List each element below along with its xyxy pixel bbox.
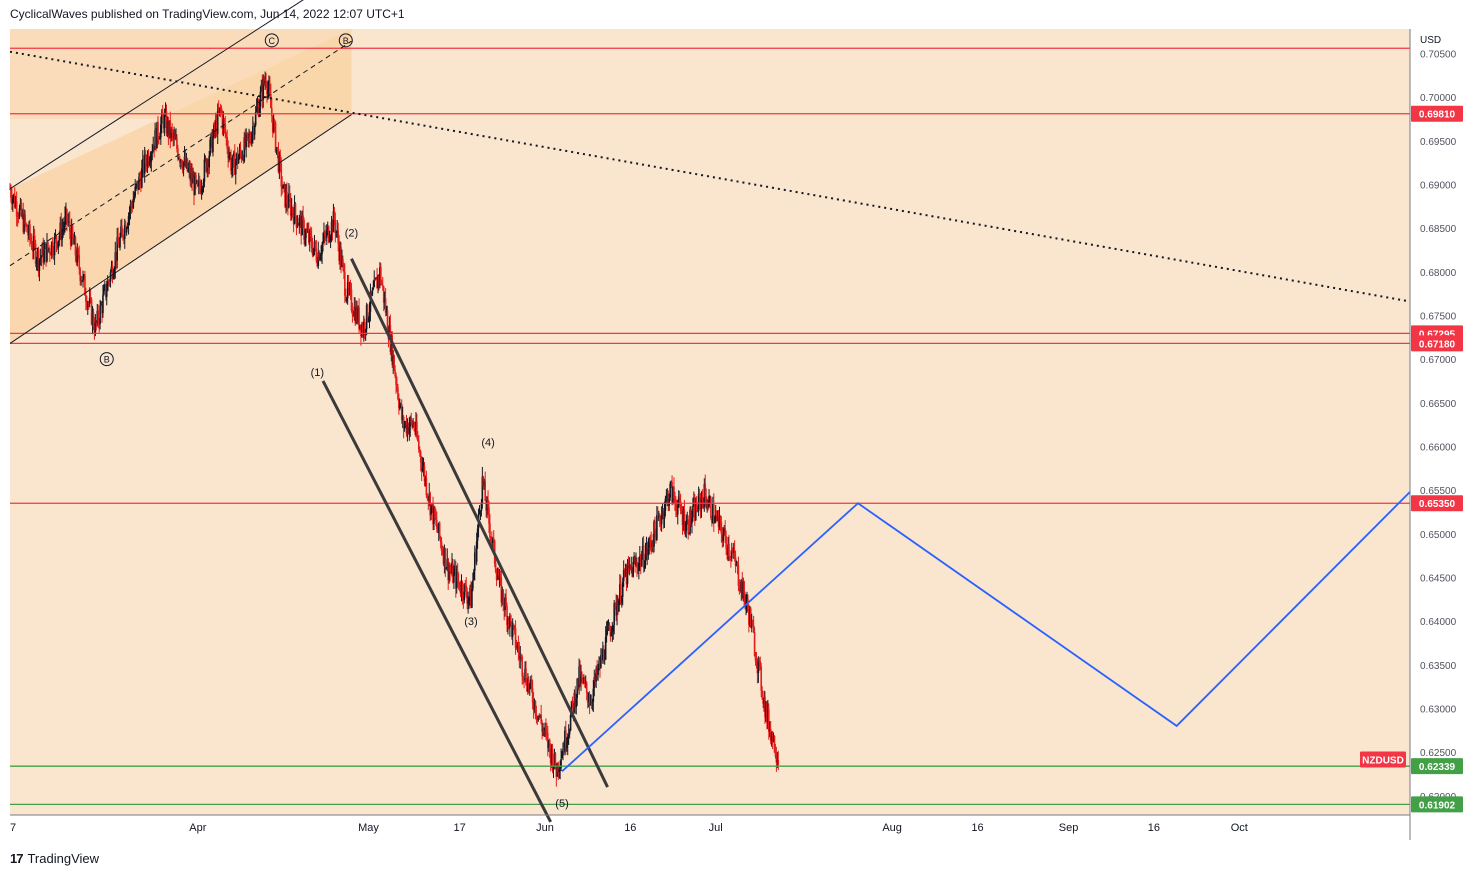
tradingview-footer[interactable]: 17 TradingView (10, 851, 99, 866)
price-tick-label: 0.63000 (1420, 704, 1457, 715)
price-axis[interactable]: 0.70500 0.70000 0.69500 0.69000 0.68500 0.680… (1420, 49, 1457, 802)
falling-channel-lower[interactable] (321, 380, 552, 823)
channel-body-shade (10, 29, 352, 344)
price-tick-label: 0.66000 (1420, 442, 1457, 453)
price-tag-bg (1411, 758, 1463, 775)
price-tag-bg (1411, 335, 1463, 352)
price-tag-label: 0.69810 (1419, 110, 1456, 121)
symbol-tag-label: NZDUSD (1362, 755, 1404, 766)
wave-label-circle (99, 352, 114, 367)
rising-channel-shade (10, 29, 352, 344)
price-tick-label: 0.69000 (1420, 180, 1457, 191)
falling-channel-upper[interactable] (350, 258, 609, 788)
wave-label: B (343, 36, 349, 46)
wave-label: (1) (311, 367, 324, 379)
price-tag-label: 0.61902 (1419, 800, 1456, 811)
time-tick-label: Aug (882, 822, 902, 834)
price-tick-label: 0.64500 (1420, 573, 1457, 584)
rising-channel-lower[interactable] (9, 114, 352, 344)
price-tick-label: 0.62500 (1420, 748, 1457, 759)
time-tick-label: 16 (1148, 822, 1160, 834)
time-tick-label: 16 (624, 822, 636, 834)
wave-label-circle (338, 33, 353, 48)
price-tag-bg (1411, 105, 1463, 122)
candles (9, 71, 780, 787)
wave-label: B (104, 355, 110, 365)
price-tick-label: 0.70500 (1420, 49, 1457, 60)
price-tick-label: 0.64000 (1420, 617, 1457, 628)
price-tag-label: 0.67180 (1419, 339, 1456, 350)
price-tick-label: 0.63500 (1420, 661, 1457, 672)
wave-label: (2) (345, 227, 358, 239)
price-tick-label: 0.70000 (1420, 93, 1457, 104)
tradingview-logo-icon: 17 (10, 851, 24, 866)
currency-label: USD (1420, 35, 1441, 46)
price-tag-label: 0.62339 (1419, 762, 1456, 773)
time-tick-label: 7 (10, 822, 16, 834)
price-tick-label: 0.67500 (1420, 311, 1457, 322)
wave-label: (5) (555, 798, 568, 810)
tradingview-brand: TradingView (27, 851, 100, 866)
projection-zigzag-line[interactable] (561, 491, 1411, 773)
price-tick-label: 0.65500 (1420, 486, 1457, 497)
price-tick-label: 0.69500 (1420, 137, 1457, 148)
time-tick-label: Jul (709, 822, 723, 834)
wave-label: (4) (481, 437, 494, 449)
time-tick-label: 16 (971, 822, 983, 834)
price-tag-bg (1411, 495, 1463, 512)
price-tick-label: 0.65000 (1420, 530, 1457, 541)
wave-labels: (1) (2) (3) (4) (5) C B B (99, 33, 569, 810)
price-tick-label: 0.68000 (1420, 268, 1457, 279)
wave-label: C (269, 36, 276, 46)
time-tick-label: Sep (1059, 822, 1079, 834)
time-tick-label: May (358, 822, 379, 834)
price-tick-label: 0.67000 (1420, 355, 1457, 366)
wave-label: (3) (464, 616, 477, 628)
price-tag-bg (1411, 796, 1463, 813)
wave-label-circle (264, 33, 279, 48)
horizontal-levels[interactable] (10, 47, 1410, 805)
price-tag-label: 0.65350 (1419, 499, 1456, 510)
time-tick-label: Oct (1231, 822, 1248, 834)
trendlines[interactable] (9, 0, 1411, 823)
rising-channel-upper[interactable] (9, 0, 351, 190)
time-tick-label: Jun (536, 822, 554, 834)
symbol-tag-bg (1360, 751, 1406, 768)
price-tick-label: 0.66500 (1420, 399, 1457, 410)
time-axis[interactable]: 7 Apr May 17 Jun 16 Jul Aug 16 Sep 16 Oct (10, 822, 1248, 834)
price-tag-label: 0.67295 (1419, 329, 1456, 340)
time-tick-label: 17 (453, 822, 465, 834)
time-tick-label: Apr (189, 822, 206, 834)
price-tick-label: 0.68500 (1420, 224, 1457, 235)
publisher-header: CyclicalWaves published on TradingView.c… (10, 7, 405, 21)
